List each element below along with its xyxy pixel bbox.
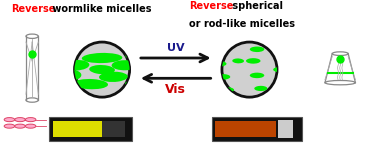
Ellipse shape	[254, 86, 267, 91]
Ellipse shape	[250, 47, 264, 52]
Ellipse shape	[99, 72, 128, 82]
Ellipse shape	[125, 81, 147, 88]
Ellipse shape	[232, 58, 244, 63]
Bar	[278, 120, 293, 138]
Ellipse shape	[59, 83, 77, 91]
Circle shape	[15, 118, 25, 122]
Text: Reverse: Reverse	[189, 1, 233, 11]
Ellipse shape	[212, 48, 226, 54]
Ellipse shape	[246, 58, 260, 64]
Bar	[53, 121, 102, 137]
Ellipse shape	[250, 73, 264, 78]
Bar	[102, 121, 125, 137]
Text: Vis: Vis	[165, 83, 186, 96]
Bar	[215, 121, 276, 137]
Ellipse shape	[62, 60, 89, 71]
Ellipse shape	[59, 51, 77, 59]
Circle shape	[25, 118, 36, 122]
Bar	[49, 117, 132, 141]
Ellipse shape	[273, 67, 286, 72]
Ellipse shape	[73, 79, 108, 89]
Text: wormlike micelles: wormlike micelles	[49, 4, 152, 14]
Ellipse shape	[220, 87, 234, 93]
Ellipse shape	[281, 52, 294, 58]
Ellipse shape	[216, 74, 230, 80]
Ellipse shape	[212, 61, 226, 67]
Ellipse shape	[112, 60, 138, 70]
Text: UV: UV	[167, 43, 184, 53]
Text: Reverse: Reverse	[11, 4, 56, 14]
Ellipse shape	[55, 69, 81, 81]
Ellipse shape	[222, 42, 277, 97]
Ellipse shape	[82, 53, 122, 63]
Bar	[212, 117, 302, 141]
Ellipse shape	[74, 42, 130, 97]
Ellipse shape	[277, 80, 290, 85]
Ellipse shape	[89, 65, 115, 74]
Circle shape	[15, 124, 25, 128]
Circle shape	[4, 124, 15, 128]
Text: spherical: spherical	[229, 1, 283, 11]
Circle shape	[25, 124, 36, 128]
Ellipse shape	[125, 51, 147, 59]
Circle shape	[4, 118, 15, 122]
Text: or rod-like micelles: or rod-like micelles	[189, 19, 295, 29]
